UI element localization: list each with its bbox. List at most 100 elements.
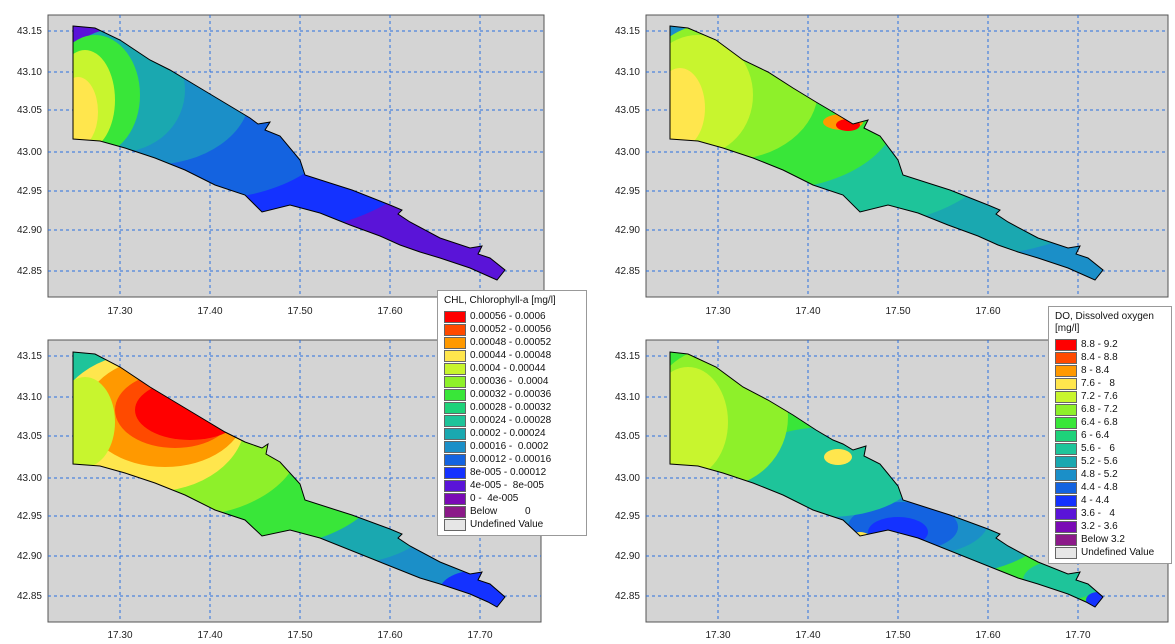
y-tick-label: 42.95: [615, 511, 640, 522]
legend-label: Undefined Value: [1081, 547, 1155, 558]
x-tick-label: 17.40: [197, 306, 222, 317]
legend-label: 0 - 4e-005: [470, 493, 519, 504]
legend-item: 0.00052 - 0.00056: [444, 323, 580, 336]
legend-item: 0.00016 - 0.0002: [444, 440, 580, 453]
x-tick-label: 17.30: [705, 306, 730, 317]
y-axis-ticks: 43.15 43.10 43.05 43.00 42.95 42.90 42.8…: [615, 351, 640, 602]
x-tick-label: 17.70: [1065, 630, 1090, 641]
legend-label: 6.4 - 6.8: [1081, 417, 1118, 428]
x-axis-ticks: 17.30 17.40 17.50 17.60 17.70: [705, 630, 1090, 641]
legend-swatch: [444, 505, 466, 518]
map-chl-lower-svg: 17.30 17.40 17.50 17.60 17.70 43.15 43.1…: [17, 339, 542, 641]
y-tick-label: 42.85: [17, 266, 42, 277]
legend-item: Undefined Value: [1055, 546, 1165, 559]
x-tick-label: 17.50: [287, 306, 312, 317]
x-axis-ticks: 17.30 17.40 17.50 17.60: [705, 306, 1000, 317]
y-tick-label: 42.85: [615, 266, 640, 277]
x-tick-label: 17.30: [705, 630, 730, 641]
legend-item: 8.8 - 9.2: [1055, 338, 1165, 351]
legend-item: 4e-005 - 8e-005: [444, 479, 580, 492]
y-tick-label: 43.05: [17, 105, 42, 116]
legend-label: 0.00056 - 0.0006: [470, 311, 546, 322]
y-tick-label: 43.00: [615, 147, 640, 158]
legend-label: 4.4 - 4.8: [1081, 482, 1118, 493]
legend-label: 8e-005 - 0.00012: [470, 467, 547, 478]
legend-swatch: [1055, 338, 1077, 351]
legend-label: 7.6 - 8: [1081, 378, 1115, 389]
legend-label: 8 - 8.4: [1081, 365, 1110, 376]
legend-label: Undefined Value: [470, 519, 544, 530]
legend-item: 6 - 6.4: [1055, 429, 1165, 442]
map-chl-lower: 17.30 17.40 17.50 17.60 17.70 43.15 43.1…: [0, 322, 560, 644]
legend-item: 8 - 8.4: [1055, 364, 1165, 377]
legend-swatch: [444, 375, 466, 388]
x-tick-label: 17.30: [107, 306, 132, 317]
legend-label: 0.00036 - 0.0004: [470, 376, 549, 387]
legend-label: 0.00044 - 0.00048: [470, 350, 552, 361]
legend-label: 7.2 - 7.6: [1081, 391, 1118, 402]
x-tick-label: 17.40: [795, 306, 820, 317]
legend-label: 4e-005 - 8e-005: [470, 480, 544, 491]
coastline: [669, 351, 1104, 608]
legend-swatch: [444, 414, 466, 427]
legend-item: 0 - 4e-005: [444, 492, 580, 505]
legend-swatch: [444, 323, 466, 336]
legend-dissolved-oxygen: DO, Dissolved oxygen [mg/l] 8.8 - 9.2 8.4…: [1048, 306, 1172, 564]
x-tick-label: 17.50: [885, 306, 910, 317]
legend-label: 4.8 - 5.2: [1081, 469, 1118, 480]
y-tick-label: 42.90: [17, 551, 42, 562]
legend-item: 0.00048 - 0.00052: [444, 336, 580, 349]
y-tick-label: 42.90: [17, 225, 42, 236]
x-tick-label: 17.40: [795, 630, 820, 641]
legend-swatch: [1055, 403, 1077, 416]
legend-swatch: [1055, 481, 1077, 494]
legend-item: 0.00012 - 0.00016: [444, 453, 580, 466]
legend-item: 4.4 - 4.8: [1055, 481, 1165, 494]
legend-item: 5.6 - 6: [1055, 442, 1165, 455]
legend-label: 3.2 - 3.6: [1081, 521, 1118, 532]
x-axis-ticks: 17.30 17.40 17.50 17.60: [107, 306, 402, 317]
legend-label: 0.00024 - 0.00028: [470, 415, 552, 426]
map-chl-upper: 17.30 17.40 17.50 17.60 43.15 43.10 43.0…: [0, 0, 560, 320]
legend-item: 0.0002 - 0.00024: [444, 427, 580, 440]
y-axis-ticks: 43.15 43.10 43.05 43.00 42.95 42.90 42.8…: [615, 26, 640, 277]
y-tick-label: 43.10: [615, 67, 640, 78]
y-tick-label: 43.00: [17, 473, 42, 484]
legend-label: 0.00048 - 0.00052: [470, 337, 552, 348]
map-chl-upper-svg: 17.30 17.40 17.50 17.60 43.15 43.10 43.0…: [17, 14, 545, 317]
x-tick-label: 17.50: [287, 630, 312, 641]
legend-item: 3.2 - 3.6: [1055, 520, 1165, 533]
legend-swatch: [1055, 546, 1077, 559]
legend-swatch: [1055, 468, 1077, 481]
legend-label: 6.8 - 7.2: [1081, 404, 1118, 415]
y-tick-label: 43.15: [17, 26, 42, 37]
legend-swatch: [444, 362, 466, 375]
legend-label: 0.00016 - 0.0002: [470, 441, 549, 452]
x-axis-ticks: 17.30 17.40 17.50 17.60 17.70: [107, 630, 492, 641]
map-do-upper: 17.30 17.40 17.50 17.60 43.15 43.10 43.0…: [598, 0, 1175, 320]
y-tick-label: 43.15: [615, 26, 640, 37]
y-tick-label: 42.90: [615, 551, 640, 562]
legend-item: Below 3.2: [1055, 533, 1165, 546]
y-tick-label: 43.00: [17, 147, 42, 158]
legend-item: Below 0: [444, 505, 580, 518]
legend-label: 6 - 6.4: [1081, 430, 1110, 441]
legend-swatch: [444, 453, 466, 466]
legend-item: 4 - 4.4: [1055, 494, 1165, 507]
y-tick-label: 43.05: [17, 431, 42, 442]
legend-title-line1: DO, Dissolved oxygen: [1055, 311, 1154, 322]
legend-swatch: [1055, 494, 1077, 507]
y-tick-label: 43.15: [17, 351, 42, 362]
y-tick-label: 43.05: [615, 105, 640, 116]
y-tick-label: 42.85: [17, 591, 42, 602]
legend-label: 3.6 - 4: [1081, 508, 1115, 519]
legend-label: 4 - 4.4: [1081, 495, 1110, 506]
legend-swatch: [1055, 377, 1077, 390]
legend-swatch: [444, 310, 466, 323]
y-tick-label: 43.00: [615, 473, 640, 484]
legend-label: 5.2 - 5.6: [1081, 456, 1118, 467]
legend-label: 8.8 - 9.2: [1081, 339, 1118, 350]
coastline: [669, 25, 1104, 281]
legend-label: 0.00052 - 0.00056: [470, 324, 552, 335]
y-tick-label: 42.95: [17, 511, 42, 522]
